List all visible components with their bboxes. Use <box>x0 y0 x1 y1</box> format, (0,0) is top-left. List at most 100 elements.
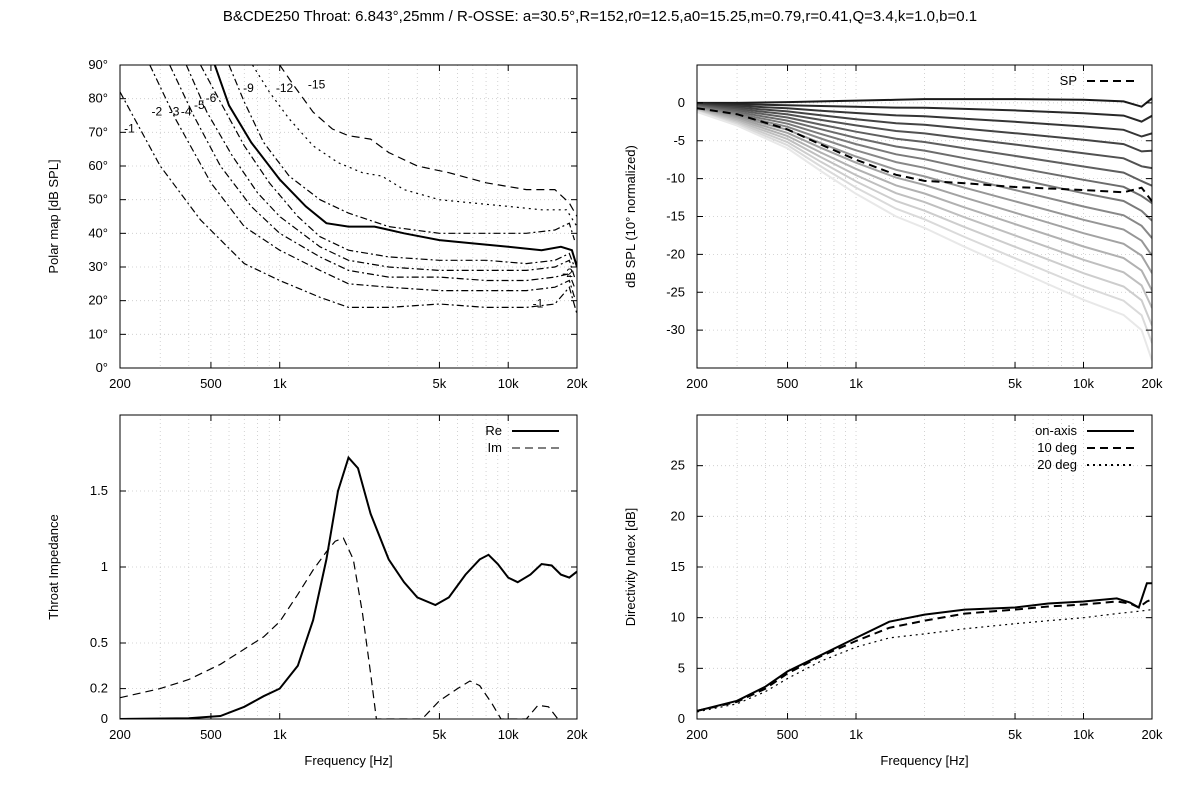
y-tick-label: 30° <box>88 259 108 274</box>
spl-curve <box>697 104 1152 170</box>
x-tick-label: 1k <box>849 727 863 742</box>
spl-curve <box>697 104 1152 187</box>
contour-label: -5 <box>194 98 205 112</box>
y-tick-label: -20 <box>666 246 685 261</box>
x-tick-label: 20k <box>1142 376 1163 391</box>
contour-label: -3 <box>169 105 180 119</box>
x-tick-label: 5k <box>1008 376 1022 391</box>
contour-label: -2 <box>152 105 163 119</box>
x-tick-label: 20k <box>1142 727 1163 742</box>
plot-area <box>697 97 1152 361</box>
series-line <box>697 598 1152 712</box>
throat-impedance-panel: 200 500 1k 5k 10k 20k 0 0.2 0.5 1 1.5 Frequency [Hz… <box>46 414 588 768</box>
spl-curve <box>697 111 1152 361</box>
y-tick-label: 15 <box>671 559 685 574</box>
spl-curve <box>697 103 1152 138</box>
x-tick-label: 200 <box>109 727 131 742</box>
legend-label: on-axis <box>1035 423 1077 438</box>
y-tick-label: 50° <box>88 192 108 207</box>
y-tick-label: 1 <box>101 559 108 574</box>
y-tick-label: 0° <box>96 360 108 375</box>
x-axis-label: Frequency [Hz] <box>880 753 968 768</box>
y-tick-label: -5 <box>673 133 685 148</box>
y-tick-label: 5 <box>678 660 685 675</box>
legend-label: Re <box>485 423 502 438</box>
x-tick-label: 200 <box>686 376 708 391</box>
y-tick-label: -30 <box>666 322 685 337</box>
series-line <box>120 455 577 719</box>
x-tick-label: 1k <box>849 376 863 391</box>
y-tick-label: -25 <box>666 284 685 299</box>
y-tick-label: -15 <box>666 209 685 224</box>
plot-area <box>697 582 1152 713</box>
y-tick-label: 70° <box>88 124 108 139</box>
polar-map-panel: -1 -2 -3 -4 -5 -6 -9 -12 -15 -1 -2 200 500 1k 5k 10k 20k… <box>46 57 588 391</box>
legend-label: 10 deg <box>1037 440 1077 455</box>
y-tick-label: 90° <box>88 57 108 72</box>
y-tick-label: 40° <box>88 225 108 240</box>
x-tick-label: 20k <box>567 727 588 742</box>
contour-label: -2 <box>562 266 573 280</box>
series-line <box>185 65 576 278</box>
spl-curve <box>697 106 1152 239</box>
legend-label: 20 deg <box>1037 457 1077 472</box>
x-tick-label: 500 <box>777 376 799 391</box>
y-axis-label: Directivity Index [dB] <box>623 508 638 627</box>
y-tick-label: 80° <box>88 91 108 106</box>
series-line <box>213 65 577 268</box>
x-tick-label: 500 <box>777 727 799 742</box>
y-tick-label: 60° <box>88 158 108 173</box>
spl-curve <box>697 106 1152 222</box>
x-tick-label: 1k <box>273 727 287 742</box>
y-tick-label: 0 <box>101 711 108 726</box>
spl-curve <box>697 108 1152 291</box>
legend-label: SP <box>1060 73 1077 88</box>
series-line <box>697 609 1152 713</box>
spl-curve <box>697 110 1152 344</box>
x-tick-label: 5k <box>1008 727 1022 742</box>
plot-area <box>120 455 577 719</box>
legend-label: Im <box>488 440 502 455</box>
contour-label: -9 <box>243 81 254 95</box>
x-tick-label: 10k <box>1073 727 1094 742</box>
y-tick-label: 20 <box>671 508 685 523</box>
y-tick-label: 20° <box>88 293 108 308</box>
x-axis-label: Frequency [Hz] <box>304 753 392 768</box>
spl-curve <box>697 109 1152 326</box>
spl-curve <box>697 109 1152 309</box>
y-tick-label: 0.5 <box>90 635 108 650</box>
normalized-spl-panel: 200 500 1k 5k 10k 20k 0 -5 -10 -15 -20 -25 -30 dB SPL… <box>623 64 1163 391</box>
y-axis-label: dB SPL (10° normalized) <box>623 145 638 288</box>
y-tick-label: -10 <box>666 171 685 186</box>
x-tick-label: 10k <box>1073 376 1094 391</box>
spl-curve <box>697 107 1152 274</box>
x-tick-label: 5k <box>433 376 447 391</box>
x-tick-label: 200 <box>686 727 708 742</box>
plot-frame <box>119 64 578 369</box>
x-tick-label: 1k <box>273 376 287 391</box>
series-line <box>169 65 576 288</box>
x-tick-label: 5k <box>433 727 447 742</box>
series-line <box>251 65 577 227</box>
spl-curve <box>697 102 1152 123</box>
series-line <box>697 107 1152 202</box>
y-axis-label: Polar map [dB SPL] <box>46 159 61 273</box>
y-tick-label: 25 <box>671 458 685 473</box>
series-line <box>149 65 576 298</box>
series-line <box>228 65 576 241</box>
figure-title: B&CDE250 Throat: 6.843°,25mm / R-OSSE: a… <box>222 8 978 25</box>
x-tick-label: 500 <box>200 376 222 391</box>
x-tick-label: 20k <box>567 376 588 391</box>
y-tick-label: 10 <box>671 610 685 625</box>
series-line <box>120 537 559 719</box>
x-tick-label: 10k <box>498 376 519 391</box>
y-tick-label: 0 <box>678 95 685 110</box>
contour-label: -6 <box>206 91 217 105</box>
y-tick-label: 0.2 <box>90 681 108 696</box>
spl-curve <box>697 103 1152 153</box>
contour-label: -15 <box>308 78 326 92</box>
spl-curve <box>697 97 1152 108</box>
contour-label: -1 <box>533 296 544 310</box>
contour-label: -12 <box>276 81 294 95</box>
